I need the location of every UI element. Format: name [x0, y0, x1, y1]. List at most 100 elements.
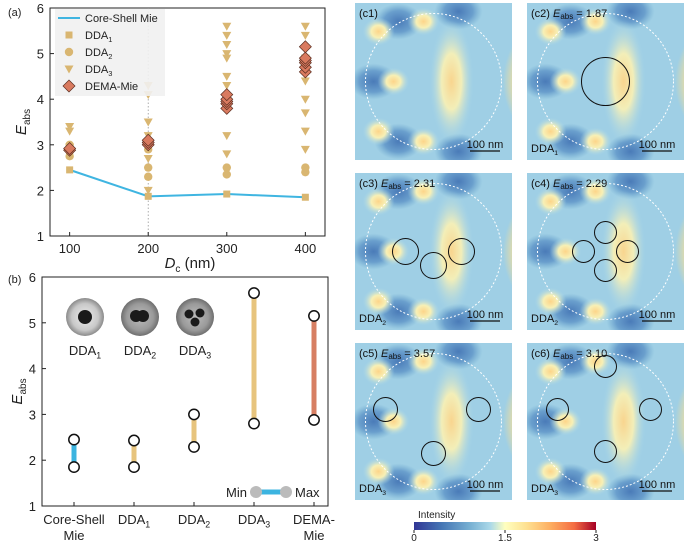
heatmap-mid-region	[549, 237, 582, 266]
data-point-dda3	[65, 127, 75, 136]
ytick-label-b: 5	[29, 316, 36, 331]
scale-bar-label: 100 nm	[467, 309, 504, 321]
ytick-label-b: 3	[29, 407, 36, 422]
ytick-label-a: 4	[37, 92, 44, 107]
particle-boundary-circle	[365, 353, 502, 490]
ytick-label-a: 1	[37, 229, 44, 244]
panel-label: (c5) Eabs = 3.57	[359, 348, 435, 361]
data-point-dema-mie	[298, 40, 312, 54]
ytick-label-a: 2	[37, 183, 44, 198]
y-axis-label-b: Eabs	[9, 378, 29, 404]
data-point-dda2	[144, 163, 153, 172]
data-point-dda3	[300, 95, 310, 104]
panel-label-a: (a)	[8, 7, 21, 19]
heatmap-mid-region	[362, 287, 395, 316]
data-point-dda3	[222, 40, 232, 49]
particle-boundary-circle	[537, 13, 674, 150]
core-outline-circle	[594, 259, 617, 282]
category-label: Core-Shell	[43, 512, 105, 527]
core-outline-circle	[420, 252, 447, 279]
legend-entry: Core-Shell Mie	[85, 13, 158, 25]
heatmap-mid-region	[579, 297, 612, 326]
category-label-line2: Mie	[304, 528, 325, 542]
data-point-dda2	[144, 172, 153, 181]
model-label: DDA2	[359, 313, 386, 327]
xtick-label-a: 100	[59, 241, 81, 256]
core-outline-circle	[581, 57, 630, 106]
heatmap-panel: 100 nm (c2) Eabs = 1.87 DDA1	[527, 3, 684, 160]
data-point-dda1	[66, 166, 74, 174]
data-point-dda3	[222, 31, 232, 40]
heatmap-panel: 100 nm (c4) Eabs = 2.29 DDA2	[527, 173, 684, 330]
particle-core	[137, 310, 149, 322]
range-max-point	[308, 309, 320, 322]
data-point-dda1	[301, 193, 309, 201]
model-label: DDA3	[359, 483, 386, 497]
data-point-dda3	[300, 145, 310, 154]
core-outline-circle	[594, 440, 617, 463]
heatmap-mid-region	[534, 357, 567, 386]
category-label: DDA2	[178, 512, 210, 530]
data-point-dda3	[143, 186, 153, 195]
heatmap-mid-region	[377, 67, 410, 96]
core-outline-circle	[639, 398, 662, 421]
heatmap-mid-region	[362, 187, 395, 216]
heatmap-mid-region	[407, 347, 440, 376]
heatmap-mid-region	[534, 457, 567, 486]
data-point-dema-mie	[220, 88, 234, 102]
range-max-point	[188, 408, 200, 421]
particle-core	[190, 317, 200, 327]
data-point-dda3	[300, 22, 310, 31]
data-point-dda3	[300, 109, 310, 118]
data-point-dda3	[222, 82, 232, 91]
legend-swatch-square	[65, 31, 73, 39]
legend-entry: DDA2	[85, 47, 112, 61]
legend-max-dot	[280, 486, 292, 498]
particle-boundary-circle	[537, 183, 674, 320]
data-point-dda3	[222, 54, 232, 63]
heatmap-mid-region	[407, 467, 440, 496]
heatmap-mid-region	[579, 467, 612, 496]
heatmap-mid-region	[549, 67, 582, 96]
plot-frame-b	[41, 276, 329, 507]
particle-core	[195, 308, 205, 318]
core-outline-circle	[392, 238, 419, 265]
particle-core	[184, 309, 194, 319]
inset-label: DDA2	[124, 343, 156, 361]
data-point-dda3	[222, 22, 232, 31]
heatmap-field	[527, 343, 684, 500]
colorbar-tick-label: 1.5	[498, 533, 512, 542]
core-outline-circle	[466, 397, 491, 422]
xtick-label-a: 200	[137, 241, 159, 256]
x-axis-label-a: Dc (nm)	[165, 255, 216, 275]
heatmap-panel: 100 nm (c1)	[355, 3, 512, 160]
core-outline-circle	[616, 240, 639, 263]
legend-max-label: Max	[295, 485, 320, 500]
particle-boundary-circle	[365, 13, 502, 150]
particle-boundary-circle	[365, 183, 502, 320]
ytick-label-b: 6	[29, 270, 36, 285]
heatmap-mid-region	[579, 127, 612, 156]
ytick-label-a: 5	[37, 47, 44, 62]
heatmap-grid: 100 nm(c1)100 nm(c2) Eabs = 1.87DDA1100 …	[355, 3, 684, 500]
legend-background	[55, 9, 165, 96]
model-label: DDA1	[531, 143, 558, 157]
data-point-dda3	[222, 72, 232, 81]
category-label: DDA1	[118, 512, 150, 530]
ytick-label-b: 2	[29, 453, 36, 468]
legend-min-label: Min	[226, 485, 247, 500]
heatmap-mid-region	[534, 17, 567, 46]
colorbar-tick-label: 0	[411, 533, 417, 542]
scale-bar-label: 100 nm	[639, 309, 676, 321]
heatmap-mid-region	[377, 407, 410, 436]
data-point-dda2	[222, 163, 231, 172]
data-point-dda3	[222, 150, 232, 159]
heatmap-mid-region	[579, 7, 612, 36]
panel-label: (c1)	[359, 8, 378, 20]
legend-entry: DEMA-Mie	[85, 81, 138, 93]
range-min-point	[68, 461, 80, 474]
inset-label: DDA3	[179, 343, 211, 361]
data-point-dda3	[143, 118, 153, 127]
ytick-label-b: 1	[29, 499, 36, 514]
model-label: DDA3	[531, 483, 558, 497]
